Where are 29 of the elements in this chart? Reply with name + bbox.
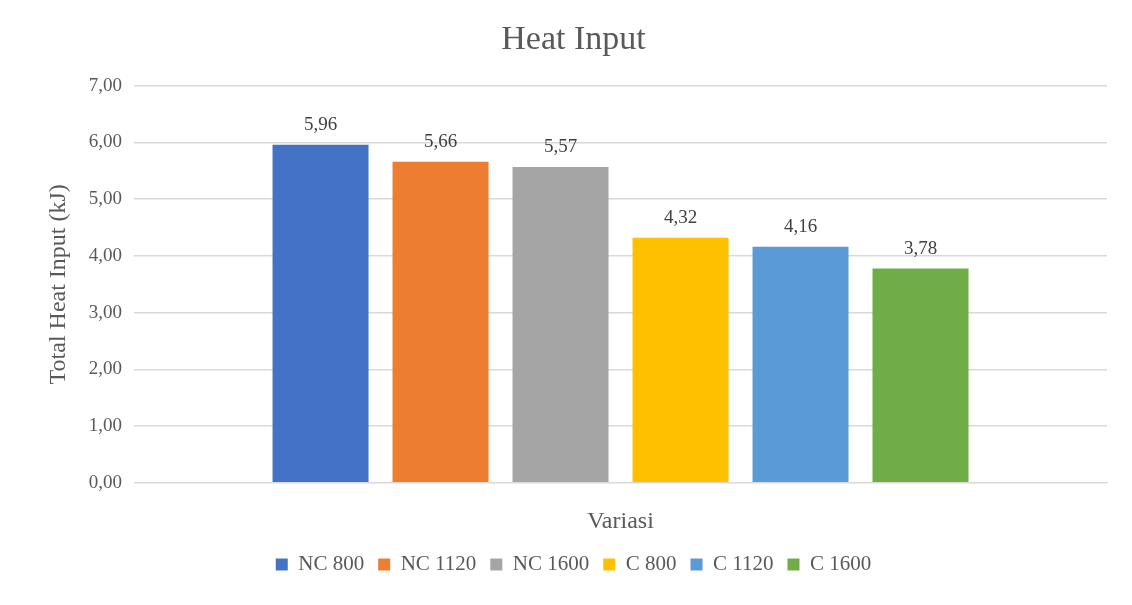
y-tick-label: 5,00 xyxy=(88,187,123,209)
y-tick-label: 3,00 xyxy=(88,300,123,322)
bar xyxy=(752,246,849,483)
legend-label: C 1120 xyxy=(713,551,774,576)
bar xyxy=(272,144,369,483)
x-axis-title: Variasi xyxy=(587,506,655,533)
y-tick-label: 0,00 xyxy=(88,470,123,492)
bar xyxy=(392,161,489,483)
data-label: 5,66 xyxy=(423,130,458,152)
y-tick-label: 1,00 xyxy=(88,414,123,436)
data-label: 5,96 xyxy=(303,113,338,135)
data-label: 5,57 xyxy=(543,135,578,157)
bar xyxy=(632,237,729,483)
y-tick-label: 4,00 xyxy=(88,243,123,265)
bar xyxy=(872,268,969,483)
y-tick-label: 6,00 xyxy=(88,130,123,152)
legend-label: C 1600 xyxy=(809,551,872,576)
data-label: 3,78 xyxy=(903,236,938,258)
y-tick-label: 7,00 xyxy=(88,73,123,95)
legend-label: NC 800 xyxy=(298,551,365,576)
chart-title: Heat Input xyxy=(501,19,647,57)
legend-label: NC 1600 xyxy=(512,551,590,576)
data-label: 4,16 xyxy=(783,215,818,237)
data-label: 4,32 xyxy=(663,206,698,228)
legend-label: NC 1120 xyxy=(400,551,477,576)
legend-label: C 800 xyxy=(625,551,677,576)
y-axis-title: Total Heat Input (kJ) xyxy=(43,184,70,385)
bar xyxy=(512,166,609,483)
y-tick-label: 2,00 xyxy=(88,357,123,379)
